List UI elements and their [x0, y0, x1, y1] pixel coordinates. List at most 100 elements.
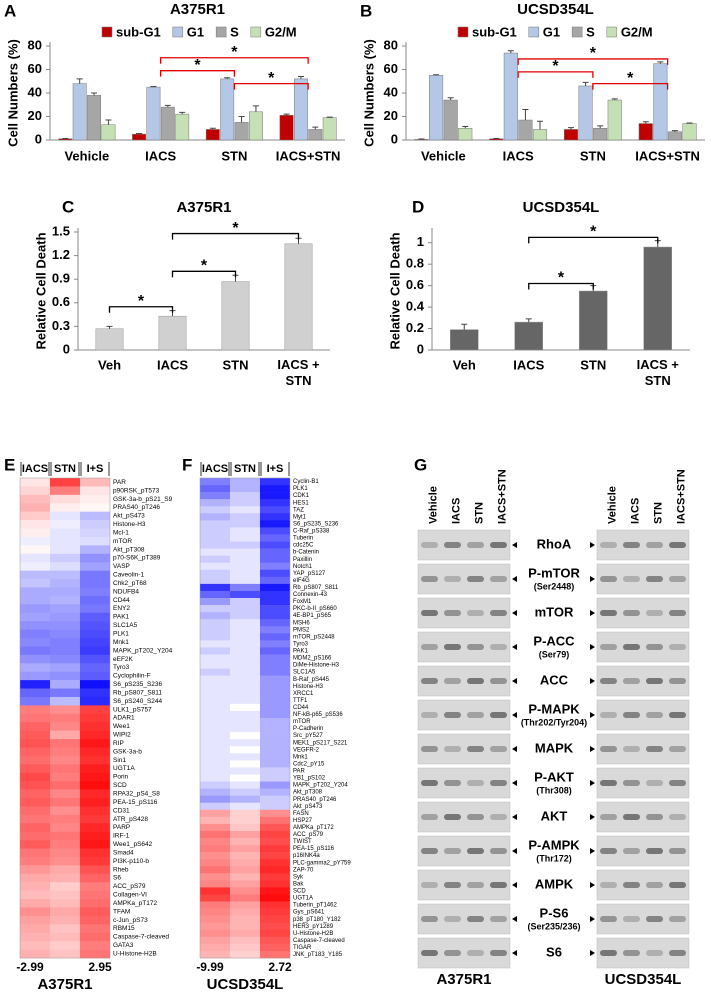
blot-band — [490, 678, 507, 684]
column-bracket — [50, 462, 80, 476]
blot-band — [444, 678, 461, 684]
heatmap-cell — [200, 746, 230, 754]
heatmap-cell — [50, 478, 80, 487]
row-label: Syk — [293, 874, 304, 880]
error-bar — [209, 127, 216, 130]
heatmap-cell — [20, 747, 50, 757]
heatmap-cell — [200, 590, 230, 599]
heatmap-cell — [200, 781, 230, 789]
significance-label: * — [138, 293, 145, 310]
blot-band — [669, 678, 686, 684]
heatmap-cell — [230, 781, 260, 789]
heatmap-cell — [80, 705, 110, 715]
bar — [443, 99, 458, 141]
bar — [72, 83, 87, 141]
bar — [87, 95, 102, 141]
column-label: STN — [234, 463, 256, 475]
significance-label: * — [627, 70, 634, 87]
blot-band — [623, 542, 640, 548]
heatmap-cell — [260, 943, 290, 952]
heatmap-cell — [80, 781, 110, 790]
heatmap-cell — [50, 511, 80, 521]
heatmap-cell — [80, 840, 110, 849]
y-tick-label: 0.8 — [406, 256, 424, 271]
heatmap-cell — [260, 647, 290, 655]
significance-bracket — [171, 270, 237, 278]
row-label: Wee1_pS642 — [113, 841, 153, 848]
bar — [234, 122, 249, 141]
row-label: eIF4G — [293, 578, 310, 584]
error-bar — [106, 325, 113, 329]
heatmap-cell — [260, 682, 290, 691]
heatmap-cell — [20, 503, 50, 512]
heatmap-cell — [200, 901, 230, 909]
heatmap-cell — [230, 562, 260, 571]
heatmap-cell — [50, 528, 80, 538]
bar — [563, 129, 579, 141]
error-bar — [238, 116, 245, 123]
heatmap-cell — [260, 555, 290, 564]
significance-bracket — [517, 58, 669, 65]
heatmap-cell — [50, 764, 80, 774]
heatmap-cell — [230, 838, 260, 846]
blot-band — [623, 576, 640, 582]
heatmap-cell — [260, 901, 290, 909]
bar — [503, 52, 518, 141]
y-tick-label: 20 — [384, 108, 398, 123]
y-tick-label: 20 — [28, 108, 42, 123]
x-tick-label: Veh — [453, 357, 476, 372]
row-label: HER3_pY1289 — [293, 924, 334, 930]
heatmap-cell — [230, 506, 260, 514]
row-label: Caveolin-1 — [113, 572, 144, 579]
row-label: PRAS40_pT246 — [293, 797, 337, 803]
row-label: ACC_pS79 — [113, 883, 146, 890]
heatmap-cell — [200, 859, 230, 867]
row-label: NF-kB-p65_pS536 — [293, 712, 343, 718]
lane-label: IACS — [629, 498, 641, 524]
heatmap-cell — [50, 696, 80, 706]
heatmap-cell — [80, 806, 110, 816]
heatmap-cell — [80, 739, 110, 748]
blot-band — [467, 950, 484, 956]
panel-letter: F — [182, 455, 192, 474]
heatmap-cell — [230, 696, 260, 705]
row-label: Wee1 — [113, 723, 130, 730]
blot-background — [596, 563, 690, 595]
heatmap-cell — [20, 899, 50, 908]
heatmap-cell — [80, 823, 110, 832]
heatmap-cell — [200, 788, 230, 796]
heatmap-cell — [80, 570, 110, 580]
heatmap-cell — [50, 772, 80, 782]
row-label: MSH6 — [293, 620, 310, 626]
row-label: Smad4 — [113, 849, 134, 856]
blot-label: S6 — [546, 944, 562, 959]
row-label: Gys_pS641 — [293, 910, 325, 916]
heatmap-cell — [20, 570, 50, 580]
bar — [220, 78, 235, 141]
blot-background — [417, 733, 511, 765]
heatmap-cell — [230, 788, 260, 796]
row-label: mTOR — [293, 719, 311, 725]
row-label: PLK1 — [293, 486, 308, 492]
band-arrow — [512, 882, 517, 888]
blot-band — [490, 950, 507, 956]
row-label: Cdc2_pY15 — [293, 761, 325, 767]
blot-band — [467, 780, 484, 786]
band-arrow — [590, 542, 595, 548]
blot-band — [646, 610, 663, 616]
blot-band — [421, 542, 438, 548]
row-label: JNK_pT183_Y185 — [293, 952, 343, 958]
heatmap-cell — [200, 760, 230, 768]
heatmap-cell — [260, 795, 290, 804]
heatmap-cell — [20, 604, 50, 614]
heatmap-cell — [260, 527, 290, 535]
legend-swatch — [250, 26, 262, 38]
column-bracket — [260, 462, 290, 476]
blot-band — [646, 882, 663, 888]
heatmap-cell — [20, 520, 50, 529]
heatmap-cell — [200, 908, 230, 916]
row-label: eEF2K — [113, 656, 134, 663]
heatmap-cell — [260, 633, 290, 641]
x-tick-label: Vehicle — [64, 148, 109, 163]
blot-band — [600, 882, 617, 888]
